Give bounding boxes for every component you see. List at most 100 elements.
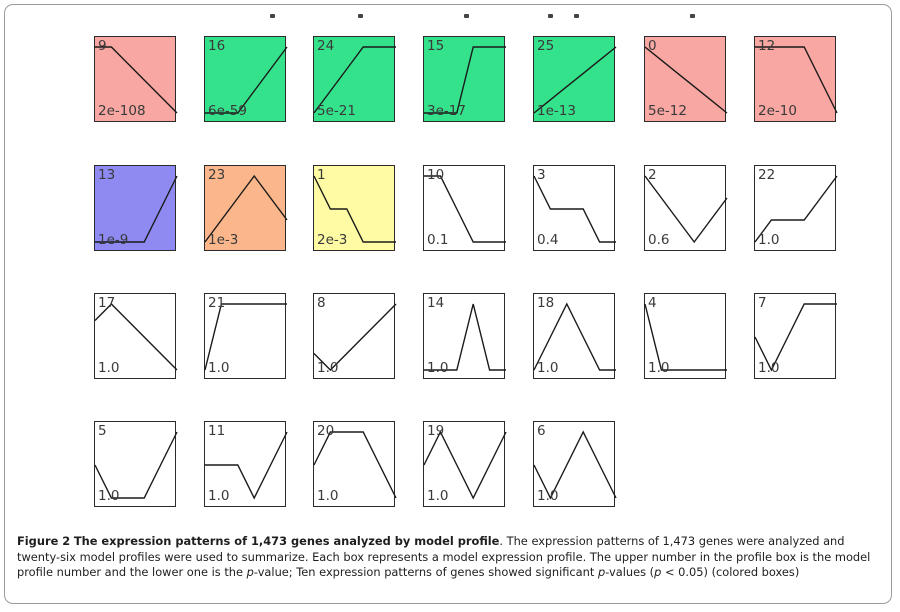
profile-p-value: 1e-3: [208, 232, 239, 248]
profile-plot: [94, 431, 178, 499]
profile-line: [205, 46, 288, 114]
profile-line: [94, 431, 178, 499]
profile-line: [533, 175, 616, 243]
profile-box: 10 0.1: [423, 165, 506, 251]
profile-p-value: 2e-108: [98, 103, 146, 119]
profile-plot: [204, 303, 287, 371]
profile-p-value: 1.0: [758, 232, 780, 248]
profile-line: [424, 46, 506, 114]
profile-line: [644, 175, 728, 244]
profile-line: [313, 175, 396, 243]
profile-box: 5 1.0: [94, 421, 178, 507]
profile-box: 7 1.0: [754, 293, 837, 379]
profile-line: [424, 303, 506, 371]
profile-number: 13: [98, 167, 116, 183]
profile-number: 16: [208, 38, 226, 54]
profile-number: 22: [758, 167, 776, 183]
profile-number: 17: [98, 295, 116, 311]
profile-box: 25 1e-13: [533, 36, 617, 122]
profile-plot: [754, 175, 838, 243]
profile-number: 4: [648, 295, 657, 311]
profile-plot: [424, 303, 506, 371]
profile-box: 20 1.0: [313, 421, 397, 507]
profile-plot: [754, 303, 837, 372]
profile-line: [424, 175, 506, 243]
profile-box: 22 1.0: [754, 165, 838, 251]
profile-p-value: 1.0: [537, 488, 559, 504]
profile-number: 9: [98, 38, 107, 54]
profile-plot: [95, 46, 178, 114]
profile-plot: [533, 175, 616, 243]
profile-box: 23 1e-3: [204, 165, 288, 251]
profile-number: 8: [317, 295, 326, 311]
profile-number: 0: [648, 38, 657, 54]
profile-line: [533, 46, 617, 114]
profile-box: 2 0.6: [644, 165, 728, 251]
caption-body-1: . The expression patterns of 1,473 genes…: [17, 534, 871, 580]
profile-line: [755, 46, 838, 114]
caption-title: The expression patterns of 1,473 genes a…: [73, 534, 500, 548]
profile-plot: [533, 430, 617, 500]
profile-box: 13 1e-9: [94, 165, 178, 251]
profile-box: 3 0.4: [533, 165, 616, 251]
profile-number: 14: [427, 295, 445, 311]
profile-number: 20: [317, 423, 335, 439]
profile-line: [533, 302, 616, 371]
profile-box: 9 2e-108: [94, 36, 178, 122]
profile-number: 6: [537, 423, 546, 439]
profile-line: [754, 175, 838, 243]
profile-number: 5: [98, 423, 107, 439]
profile-grid: 9 2e-108 16 6e-59 24 5e-21 15 3e-17 25 1e-13 0 5e-1…: [94, 36, 838, 507]
profile-number: 11: [208, 423, 226, 439]
profile-box: 21 1.0: [204, 293, 287, 379]
profile-number: 23: [208, 167, 226, 183]
profile-box: 0 5e-12: [644, 36, 728, 122]
profile-line: [423, 430, 507, 500]
profile-p-value: 1.0: [427, 488, 449, 504]
profile-line: [94, 303, 178, 371]
cropped-top-edge: [0, 0, 900, 20]
profile-number: 24: [317, 38, 335, 54]
profile-plot: [313, 303, 397, 371]
profile-p-value: 6e-59: [208, 103, 247, 119]
caption-p-2: p: [597, 565, 606, 580]
profile-p-value: 5e-21: [317, 103, 356, 119]
profile-p-value: 1.0: [98, 360, 120, 376]
profile-plot: [644, 175, 728, 244]
profile-line: [95, 46, 178, 114]
profile-p-value: 1.0: [317, 488, 339, 504]
profile-plot: [95, 175, 178, 243]
profile-line: [313, 46, 396, 114]
profile-line: [313, 303, 397, 371]
profile-p-value: 2e-10: [758, 103, 797, 119]
profile-line: [644, 303, 727, 371]
profile-p-value: 1.0: [317, 360, 339, 376]
caption-label: Figure 2: [17, 534, 71, 548]
profile-plot: [755, 46, 838, 114]
profile-p-value: 0.1: [427, 232, 449, 248]
profile-number: 18: [537, 295, 555, 311]
profile-p-value: 1.0: [98, 488, 120, 504]
profile-box: 14 1.0: [423, 293, 506, 379]
profile-box: 16 6e-59: [204, 36, 288, 122]
profile-box: 17 1.0: [94, 293, 178, 379]
profile-box: 12 2e-10: [754, 36, 838, 122]
profile-number: 7: [758, 295, 767, 311]
profile-plot: [313, 175, 396, 243]
profile-plot: [644, 303, 727, 371]
caption-p-1: p: [246, 565, 254, 580]
profile-p-value: 1.0: [758, 360, 780, 376]
profile-number: 25: [537, 38, 555, 54]
profile-plot: [205, 46, 288, 114]
profile-p-value: 0.6: [648, 232, 670, 248]
profile-p-value: 1e-9: [98, 232, 129, 248]
profile-line: [204, 303, 287, 371]
profile-plot: [533, 302, 616, 371]
profile-line: [644, 46, 728, 114]
caption-body-3: -values (: [605, 565, 655, 580]
profile-number: 21: [208, 295, 226, 311]
profile-line: [204, 174, 288, 243]
profile-number: 2: [648, 167, 657, 183]
caption-body-4: < 0.05) (colored boxes): [661, 565, 800, 580]
profile-line: [313, 431, 397, 499]
